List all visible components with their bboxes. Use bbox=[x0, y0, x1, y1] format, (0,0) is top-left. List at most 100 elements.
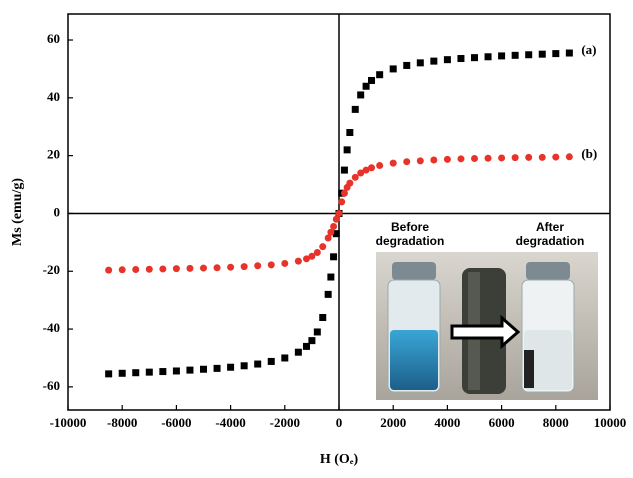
y-tick-label: 0 bbox=[54, 204, 61, 219]
point bbox=[332, 215, 340, 223]
point bbox=[538, 50, 546, 58]
point bbox=[308, 337, 316, 345]
point bbox=[159, 265, 167, 273]
point bbox=[368, 76, 376, 84]
point bbox=[227, 363, 235, 371]
point bbox=[118, 369, 126, 377]
point bbox=[498, 52, 506, 60]
point bbox=[552, 153, 560, 161]
x-tick-label: -4000 bbox=[215, 415, 245, 430]
point bbox=[302, 255, 310, 263]
point bbox=[267, 261, 275, 269]
point bbox=[302, 342, 310, 350]
point bbox=[172, 367, 180, 375]
inset-label: After bbox=[536, 220, 564, 234]
point bbox=[240, 263, 248, 271]
point bbox=[525, 153, 533, 161]
point bbox=[340, 166, 348, 174]
x-tick-label: 4000 bbox=[434, 415, 460, 430]
point bbox=[172, 265, 180, 273]
point bbox=[416, 157, 424, 165]
point bbox=[281, 354, 289, 362]
point bbox=[484, 53, 492, 61]
point bbox=[200, 365, 207, 373]
point bbox=[327, 273, 335, 281]
point bbox=[186, 366, 194, 374]
point bbox=[213, 364, 221, 372]
inset-photo bbox=[376, 252, 598, 400]
point bbox=[105, 266, 113, 274]
x-tick-label: 8000 bbox=[543, 415, 569, 430]
point bbox=[538, 153, 546, 161]
x-tick-label: 2000 bbox=[380, 415, 406, 430]
series-label: (a) bbox=[581, 42, 596, 57]
point bbox=[565, 49, 573, 57]
point bbox=[340, 189, 348, 197]
point bbox=[227, 263, 235, 271]
series-label: (b) bbox=[581, 146, 597, 161]
point bbox=[511, 51, 519, 59]
y-axis-label: Ms (emu/g) bbox=[10, 178, 25, 246]
point bbox=[565, 153, 573, 161]
point bbox=[145, 368, 153, 376]
x-tick-label: 0 bbox=[336, 415, 343, 430]
point bbox=[319, 314, 327, 322]
inset-label: degradation bbox=[376, 234, 445, 248]
point bbox=[362, 82, 370, 90]
x-axis-label: H (Oₑ) bbox=[320, 452, 359, 467]
point bbox=[330, 253, 338, 261]
point bbox=[443, 155, 451, 163]
y-tick-label: 60 bbox=[47, 31, 60, 46]
x-tick-label: -2000 bbox=[270, 415, 300, 430]
point bbox=[132, 266, 140, 274]
point bbox=[376, 71, 384, 79]
point bbox=[343, 146, 351, 154]
point bbox=[389, 65, 397, 73]
y-tick-label: -20 bbox=[43, 262, 60, 277]
point bbox=[200, 264, 207, 272]
point bbox=[376, 161, 384, 169]
x-tick-label: -6000 bbox=[161, 415, 191, 430]
point bbox=[118, 266, 126, 274]
point bbox=[132, 369, 140, 377]
point bbox=[471, 155, 478, 163]
y-tick-label: -60 bbox=[43, 378, 60, 393]
point bbox=[319, 243, 327, 251]
point bbox=[389, 159, 397, 167]
point bbox=[357, 91, 365, 99]
point bbox=[145, 265, 153, 273]
inset-label: Before bbox=[391, 220, 429, 234]
point bbox=[498, 154, 506, 162]
point bbox=[294, 348, 302, 356]
point bbox=[346, 129, 354, 137]
point bbox=[213, 264, 221, 272]
point bbox=[324, 290, 332, 298]
point bbox=[254, 360, 262, 368]
point bbox=[186, 264, 194, 272]
point bbox=[313, 328, 321, 336]
point bbox=[416, 59, 424, 67]
y-tick-label: -40 bbox=[43, 320, 60, 335]
point bbox=[267, 357, 275, 365]
point bbox=[357, 169, 365, 177]
y-tick-label: 20 bbox=[47, 147, 60, 162]
point bbox=[430, 57, 438, 65]
point bbox=[346, 179, 354, 187]
point bbox=[351, 173, 359, 181]
point bbox=[327, 228, 335, 236]
point bbox=[294, 257, 302, 265]
point bbox=[457, 55, 465, 63]
point bbox=[281, 259, 289, 267]
point bbox=[254, 262, 262, 270]
point bbox=[330, 222, 338, 230]
x-tick-label: -8000 bbox=[107, 415, 137, 430]
point bbox=[308, 252, 316, 260]
point bbox=[324, 234, 332, 242]
y-tick-label: 40 bbox=[47, 89, 60, 104]
point bbox=[403, 158, 411, 166]
point bbox=[105, 370, 113, 378]
point bbox=[332, 230, 340, 238]
point bbox=[443, 56, 451, 64]
point bbox=[313, 248, 321, 256]
